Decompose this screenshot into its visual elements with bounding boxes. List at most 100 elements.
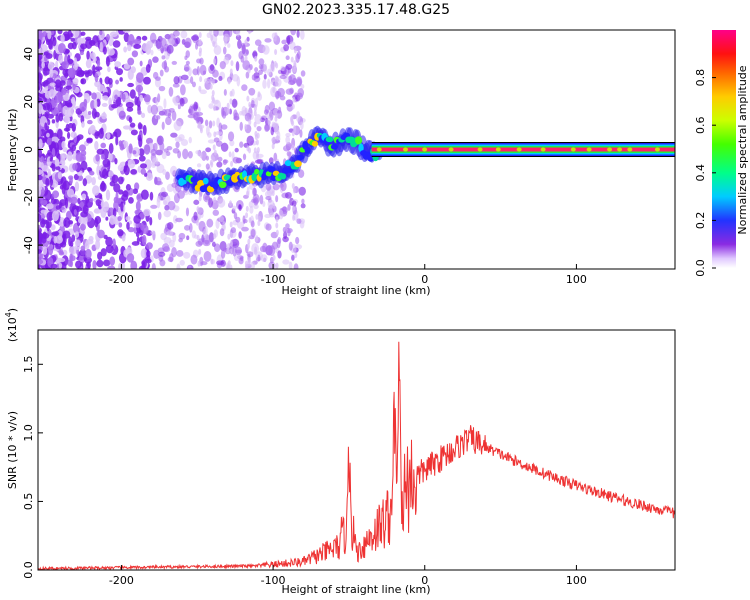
heatmap-speckle [138,265,145,269]
heatmap-speckle [81,193,87,200]
heatmap-speckle [253,187,257,197]
heatmap-speckle [74,181,80,192]
heatmap-speckle [184,37,192,49]
heatmap-speckle [38,30,43,41]
heatmap-speckle [38,148,43,158]
heatmap-speckle [208,232,214,243]
colorbar-tick-label-0: 0.0 [694,259,707,277]
heatmap-streak [196,234,200,241]
heatmap-speckle [254,67,259,73]
heatmap-speckle [300,30,305,40]
heatmap-streak [213,131,217,138]
heatmap-streak [289,116,293,123]
heatmap-speckle [105,216,109,221]
heatmap-speckle [91,92,97,100]
heatmap-speckle [117,215,122,222]
heatmap-speckle [265,196,272,201]
heatmap-speckle [157,93,161,103]
colorbar-tick-label-1: 0.2 [694,212,707,230]
heatmap-speckle [272,122,279,128]
heatmap-speckle [145,258,152,264]
heatmap-streak [210,154,214,161]
heatmap-speckle [38,213,42,223]
heatmap-speckle [57,30,63,35]
heatmap-speckle [187,150,193,159]
heatmap-speckle [178,237,183,243]
ridge-blob [325,136,334,143]
heatmap-speckle [249,205,254,214]
heatmap-speckle [207,139,216,144]
heatmap-speckle [42,246,48,255]
heatmap-speckle [42,67,51,76]
heatmap-speckle [190,76,194,85]
heatmap-speckle [190,254,198,265]
heatmap-speckle [177,190,185,199]
heatmap-speckle [260,254,268,262]
heatmap-speckle [134,95,138,106]
heatmap-streak [226,247,230,254]
heatmap-speckle [57,257,66,263]
heatmap-speckle [38,74,42,84]
heatmap-speckle [224,37,229,42]
heatmap-speckle [70,37,75,42]
heatmap-speckle [220,124,228,130]
heatmap-streak [255,235,259,242]
heatmap-streak [211,89,215,96]
heatmap-speckle [162,200,168,206]
heatmap-streak [230,240,234,247]
heatmap-speckle [270,126,274,136]
heatmap-speckle [85,36,92,41]
heatmap-speckle [59,80,66,86]
heatmap-speckle [150,49,154,56]
heatmap-speckle [77,217,83,224]
heatmap-speckle [150,230,156,235]
heatmap-speckle [125,184,131,191]
heatmap-speckle [171,182,178,188]
bottom-y-tick-label-0: 0.0 [22,561,35,579]
heatmap-speckle [135,231,140,238]
heatmap-speckle [283,44,290,52]
heatmap-speckle [91,177,96,186]
heatmap-speckle [61,140,66,149]
heatmap-speckle [254,39,262,46]
figure-title: GN02.2023.335.17.48.G25 [262,2,450,18]
heatmap-speckle [52,190,60,199]
heatmap-speckle [123,46,128,53]
heatmap-speckle [220,142,229,152]
heatmap-speckle [167,112,172,119]
heatmap-speckle [54,158,60,167]
top-y-tick-label-0: -40 [22,236,35,254]
heatmap-speckle [199,64,207,76]
heatmap-speckle [161,108,168,116]
heatmap-speckle [94,208,99,214]
heatmap-speckle [162,169,167,175]
heatmap-speckle [119,77,123,82]
heatmap-speckle [217,156,223,162]
heatmap-speckle [184,55,188,61]
heatmap-speckle [296,92,304,100]
ridge-blob [294,160,302,168]
tone-band-spot [607,147,613,152]
heatmap-speckle [149,191,154,201]
heatmap-speckle [227,43,231,48]
heatmap-speckle [300,203,306,209]
heatmap-speckle [55,92,62,103]
heatmap-speckle [216,260,225,266]
heatmap-speckle [160,191,168,198]
heatmap-speckle [105,189,111,201]
heatmap-speckle [219,215,224,223]
heatmap-speckle [223,89,227,96]
heatmap-speckle [46,132,50,138]
heatmap-streak [213,58,217,65]
heatmap-speckle [55,243,62,250]
heatmap-speckle [71,41,77,50]
heatmap-speckle [186,235,190,241]
heatmap-speckle [182,148,189,160]
heatmap-speckle [141,35,148,41]
heatmap-speckle [38,66,41,73]
heatmap-speckle [41,232,50,239]
heatmap-speckle [243,219,248,224]
heatmap-streak [199,152,203,159]
heatmap-speckle [269,62,276,73]
heatmap-speckle [129,89,136,99]
